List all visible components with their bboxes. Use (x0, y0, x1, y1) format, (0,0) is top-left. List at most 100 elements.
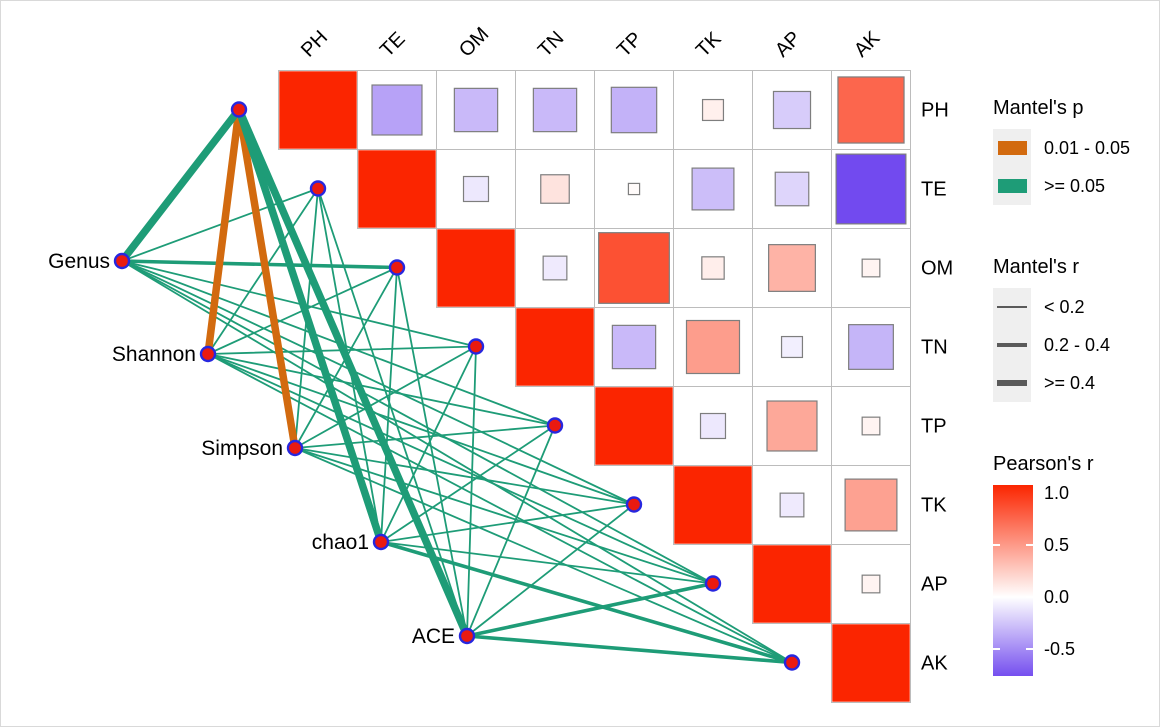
env-node-OM (388, 259, 406, 276)
pearson-square-AK-AK (832, 624, 910, 702)
pearson-square-TP-AP (766, 400, 818, 452)
legend-key-box (993, 167, 1031, 205)
mantel-edge-ACE-PH (235, 105, 471, 640)
mantel-edge-ACE-TK (466, 503, 635, 637)
pearson-square-TE-TN (540, 174, 570, 204)
row-label-AP: AP (921, 574, 948, 596)
env-node-TK (625, 496, 643, 513)
column-label-AK: AK (850, 27, 885, 62)
pearson-square-PH-OM (453, 87, 499, 133)
node-labels-layer: Genus Shannon Simpson chao1 ACE (48, 250, 455, 648)
row-label-OM: OM (921, 258, 953, 280)
mantel-edge-Simpson-AP (294, 447, 714, 585)
diversity-node-Simpson (286, 439, 304, 457)
pearson-colorbar (993, 485, 1033, 676)
pearson-square-TK-AP (779, 492, 805, 518)
pearson-square-PH-TN (532, 87, 578, 133)
column-label-TP: TP (613, 28, 647, 62)
diversity-node-label-chao1: chao1 (312, 531, 369, 554)
mantel-edge-ACE-OM (396, 266, 468, 637)
pearson-square-PH-AK (837, 76, 905, 144)
pearson-square-TE-AK (835, 153, 907, 225)
legend-item-mantel-r-0: < 0.2 (993, 288, 1110, 326)
pearson-square-TE-TP (627, 182, 641, 196)
mantel-edge-Genus-PH (118, 105, 243, 265)
legend-item-mantel-r-1: 0.2 - 0.4 (993, 326, 1110, 364)
legend-item-mantel-p-1: >= 0.05 (993, 167, 1130, 205)
colorbar-tick-mark (993, 596, 1000, 598)
pearson-square-AP-AK (861, 574, 881, 594)
pearson-square-TE-OM (462, 175, 490, 203)
matrix-cell-PH-TE (357, 70, 437, 150)
row-label-AK: AK (921, 653, 948, 675)
mantel-edge-chao1-TN (380, 345, 477, 543)
legend-key-box (993, 326, 1031, 364)
colorbar-tick-mark (1026, 544, 1033, 546)
row-labels-layer: PH TE OM TN TP TK AP AK (921, 100, 953, 675)
diversity-node-label-ACE: ACE (412, 625, 455, 648)
pearson-square-TE-TK (691, 167, 735, 211)
env-node-TP (546, 417, 564, 434)
mantel-edge-chao1-TP (380, 424, 556, 543)
mantel-edge-Simpson-TN (294, 345, 477, 449)
diversity-node-Shannon (199, 345, 217, 363)
nodes-layer (113, 101, 801, 671)
colorbar-tick-label: -0.5 (1044, 639, 1076, 659)
mantel-p-orange-swatch (997, 141, 1027, 155)
legend-mantel-r: Mantel's r < 0.2 0.2 - 0.4 >= 0.4 (993, 256, 1110, 402)
colorbar-tick-mark (1026, 648, 1033, 650)
diversity-node-label-Genus: Genus (48, 250, 110, 273)
mantel-p-green-swatch (997, 179, 1027, 193)
mantel-edge-ACE-TN (466, 345, 477, 637)
pearson-square-TP-TK (699, 412, 727, 440)
column-label-AP: AP (771, 27, 805, 61)
row-label-TK: TK (921, 495, 947, 517)
mantel-edge-ACE-AP (465, 581, 715, 638)
legend-key-box (993, 364, 1031, 402)
env-node-AP (704, 575, 722, 592)
pearson-square-TN-TP (611, 324, 657, 370)
legend-key-box (993, 288, 1031, 326)
colorbar-tick-mark (993, 648, 1000, 650)
pearson-square-TP-AK (861, 416, 881, 436)
pearson-square-TN-AP (780, 335, 804, 359)
mantel-edge-Genus-TE (121, 187, 319, 262)
env-node-TE (309, 180, 327, 197)
pearson-square-PH-TP (610, 86, 658, 134)
pearson-square-PH-AP (772, 90, 812, 130)
mantel-edge-Genus-AP (121, 260, 714, 585)
row-label-PH: PH (921, 100, 949, 122)
medium-line-key (997, 343, 1027, 347)
mantel-edge-Shannon-TP (207, 353, 556, 427)
row-label-TN: TN (921, 337, 948, 359)
pearson-square-PH-TK (701, 98, 725, 122)
mantel-edge-Shannon-PH (204, 105, 243, 358)
mantel-edge-Simpson-TK (294, 447, 635, 506)
colorbar-tick-mark (993, 544, 1000, 546)
thick-line-key (997, 379, 1027, 387)
pearson-square-TE-TE (358, 150, 436, 228)
column-labels-layer: PH TE OM TN TP TK AP AK (297, 23, 885, 61)
diversity-node-label-Shannon: Shannon (112, 343, 196, 366)
pearson-square-TE-AP (774, 171, 810, 207)
diversity-node-Genus (113, 252, 131, 270)
pearson-square-TN-TK (685, 319, 741, 375)
pearson-square-TN-AK (848, 324, 894, 370)
mantel-edge-Simpson-AK (294, 447, 793, 664)
legend-mantel-p-title: Mantel's p (993, 97, 1084, 119)
mantel-edge-Simpson-PH (235, 105, 299, 452)
thin-line-key (997, 306, 1027, 308)
mantel-edge-chao1-OM (380, 266, 398, 543)
mantel-edge-Genus-OM (120, 259, 399, 270)
legend-item-label: >= 0.05 (1044, 175, 1106, 196)
mantel-edge-Simpson-TP (294, 424, 556, 449)
correlation-matrix-layer (278, 70, 911, 703)
pearson-square-OM-TK (701, 256, 725, 280)
mantel-edge-chao1-PH (235, 105, 385, 546)
pearson-square-OM-AK (861, 258, 881, 278)
legend-item-label: >= 0.4 (1044, 372, 1096, 393)
column-label-TN: TN (534, 27, 568, 61)
mantel-edge-Genus-AK (121, 260, 793, 664)
colorbar-tick-label: 0.5 (1044, 535, 1070, 555)
column-label-TK: TK (692, 27, 726, 61)
